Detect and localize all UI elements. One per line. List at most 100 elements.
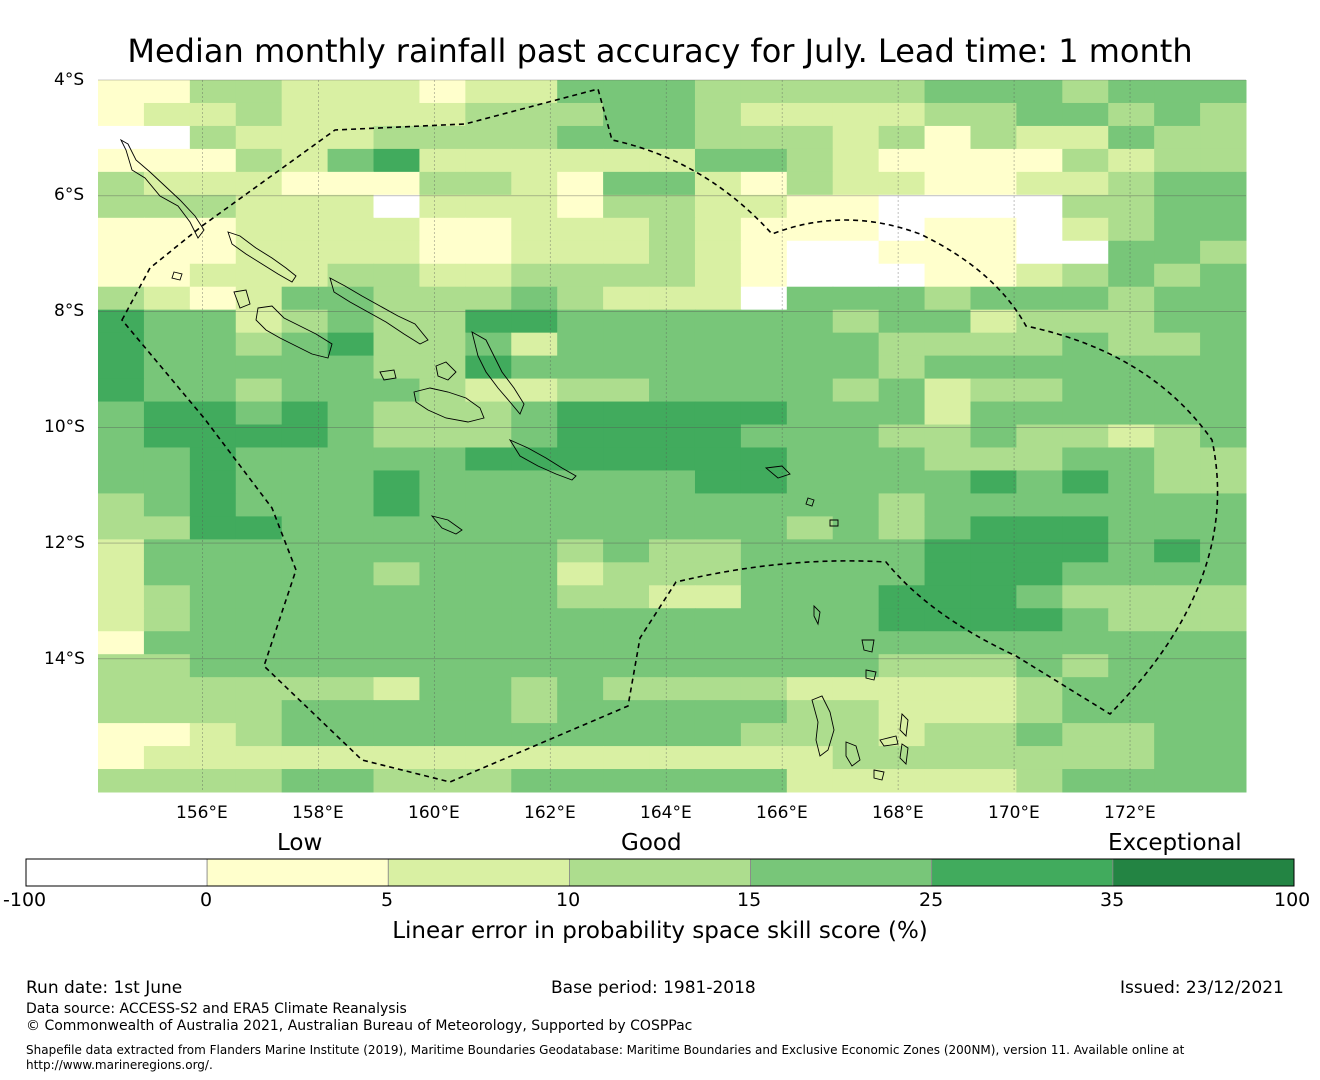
skill-cell xyxy=(694,769,742,793)
skill-cell xyxy=(511,148,558,173)
skill-cell xyxy=(786,539,834,563)
skill-cell xyxy=(1154,677,1201,701)
skill-cell xyxy=(786,217,834,242)
skill-cell xyxy=(649,654,696,678)
skill-cell xyxy=(419,424,466,448)
skill-cell xyxy=(511,286,558,311)
skill-cell xyxy=(557,746,604,770)
skill-cell xyxy=(649,378,696,403)
skill-cell xyxy=(740,309,788,334)
skill-cell xyxy=(235,332,283,357)
skill-cell xyxy=(832,677,880,701)
coastline-vanua-lava xyxy=(861,639,875,653)
skill-cell xyxy=(465,355,512,380)
map-title: Median monthly rainfall past accuracy fo… xyxy=(127,32,1193,70)
skill-cell xyxy=(419,332,466,357)
skill-cell xyxy=(373,263,420,288)
skill-cell xyxy=(189,424,237,448)
skill-cell xyxy=(878,447,926,471)
skill-cell xyxy=(327,148,375,173)
skill-cell xyxy=(281,80,329,104)
skill-cell xyxy=(970,585,1017,609)
skill-cell xyxy=(281,654,329,678)
skill-cell xyxy=(878,286,926,311)
skill-cell xyxy=(694,102,742,127)
skill-cell xyxy=(1016,723,1063,747)
skill-cell xyxy=(557,355,604,380)
skill-cell xyxy=(603,493,650,517)
skill-cell xyxy=(649,217,696,242)
skill-cell xyxy=(557,493,604,517)
skill-cell xyxy=(649,493,696,517)
skill-cell xyxy=(878,677,926,701)
skill-cell xyxy=(1016,585,1063,609)
skill-cell xyxy=(98,286,145,311)
skill-cell xyxy=(1016,562,1063,586)
skill-cell xyxy=(694,125,742,150)
skill-cell xyxy=(143,125,191,150)
skill-cell xyxy=(98,677,145,701)
skill-cell xyxy=(603,654,650,678)
skill-cell xyxy=(1200,401,1247,426)
skill-cell xyxy=(1200,148,1247,173)
skill-cell xyxy=(373,723,420,747)
skill-cell xyxy=(1062,608,1109,632)
skill-cell xyxy=(878,723,926,747)
skill-cell xyxy=(1200,171,1247,196)
skill-cell xyxy=(694,562,742,586)
skill-cell xyxy=(694,171,742,196)
skill-cell xyxy=(786,286,834,311)
lat-label-8s: 8°S xyxy=(54,301,85,321)
skill-cell xyxy=(98,746,145,770)
skill-cell xyxy=(1062,539,1109,563)
skill-cell xyxy=(694,631,742,655)
skill-cell xyxy=(373,424,420,448)
skill-cell xyxy=(143,355,191,380)
skill-cell xyxy=(143,608,191,632)
skill-cell xyxy=(281,562,329,586)
skill-cell xyxy=(878,746,926,770)
skill-cell xyxy=(832,562,880,586)
skill-cell xyxy=(98,401,145,426)
skill-cell xyxy=(511,493,558,517)
skill-cell xyxy=(924,355,971,380)
skill-cell xyxy=(235,470,283,494)
skill-cell xyxy=(327,102,375,127)
skill-cell xyxy=(189,378,237,403)
lon-label-162e: 162°E xyxy=(524,803,576,823)
skill-cell xyxy=(878,424,926,448)
skill-cell xyxy=(740,470,788,494)
skill-cell xyxy=(924,125,971,150)
skill-cell xyxy=(1108,608,1155,632)
skill-cell xyxy=(465,631,512,655)
skill-cell xyxy=(557,286,604,311)
colorbar-label-exceptional: Exceptional xyxy=(1108,830,1242,856)
skill-cell xyxy=(878,539,926,563)
skill-cell xyxy=(1154,401,1201,426)
skill-cell xyxy=(281,447,329,471)
skill-cell xyxy=(281,493,329,517)
skill-cell xyxy=(603,171,650,196)
skill-cell xyxy=(1154,631,1201,655)
skill-cell xyxy=(1016,378,1063,403)
skill-cell xyxy=(189,240,237,265)
skill-cell xyxy=(694,746,742,770)
skill-cell xyxy=(235,401,283,426)
skill-cell xyxy=(235,769,283,793)
skill-cell xyxy=(143,516,191,540)
skill-cell xyxy=(143,723,191,747)
skill-cell xyxy=(281,769,329,793)
coastline-bougainville xyxy=(119,138,205,239)
skill-cell xyxy=(557,585,604,609)
skill-cell xyxy=(189,677,237,701)
skill-cell xyxy=(832,700,880,724)
skill-cell xyxy=(1062,769,1109,793)
skill-cell xyxy=(419,401,466,426)
skill-cell xyxy=(373,447,420,471)
skill-cell xyxy=(235,309,283,334)
skill-cell xyxy=(740,217,788,242)
skill-cell xyxy=(235,654,283,678)
skill-cell xyxy=(786,562,834,586)
skill-cell xyxy=(924,194,971,219)
skill-cell xyxy=(1016,677,1063,701)
